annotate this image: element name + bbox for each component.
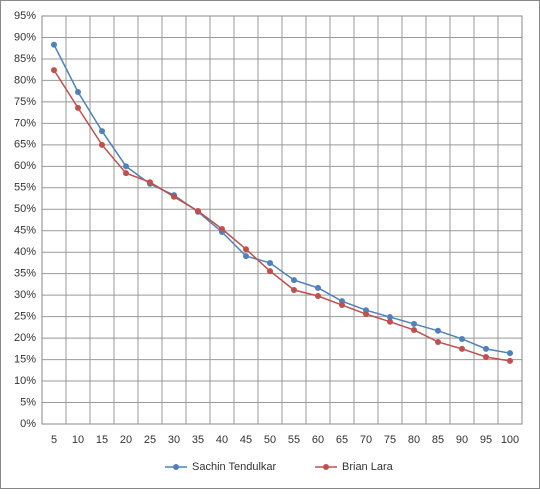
- point: [195, 207, 201, 214]
- x-tick-label: 15: [96, 434, 108, 446]
- point: [99, 141, 105, 148]
- point: [411, 320, 417, 327]
- point: [459, 345, 465, 352]
- x-tick-label: 45: [240, 434, 252, 446]
- point: [315, 293, 321, 300]
- point: [411, 326, 417, 333]
- x-tick-label: 60: [312, 434, 324, 446]
- point: [387, 314, 393, 321]
- point: [459, 335, 465, 342]
- point: [147, 179, 153, 186]
- y-tick-label: 80%: [14, 74, 36, 86]
- point: [99, 128, 105, 135]
- y-tick-label: 35%: [14, 268, 36, 280]
- point: [339, 302, 345, 309]
- x-tick-label: 100: [501, 434, 519, 446]
- y-tick-label: 50%: [14, 203, 36, 215]
- point: [435, 338, 441, 345]
- x-tick-label: 5: [51, 434, 57, 446]
- point: [75, 104, 81, 111]
- point: [123, 163, 129, 170]
- y-tick-label: 10%: [14, 375, 36, 387]
- x-tick-label: 50: [264, 434, 276, 446]
- series-line: [53, 69, 511, 362]
- x-tick-label: 20: [120, 434, 132, 446]
- point: [315, 284, 321, 291]
- point: [75, 89, 81, 96]
- x-tick-label: 85: [432, 434, 444, 446]
- x-tick-label: 10: [72, 434, 84, 446]
- y-tick-label: 60%: [14, 160, 36, 172]
- y-tick-label: 25%: [14, 311, 36, 323]
- point: [483, 354, 489, 361]
- y-tick-label: 20%: [14, 332, 36, 344]
- point: [243, 253, 249, 260]
- point: [363, 311, 369, 318]
- x-tick-label: 35: [192, 434, 204, 446]
- x-tick-label: 25: [144, 434, 156, 446]
- y-tick-label: 0%: [20, 418, 36, 430]
- point: [51, 67, 57, 74]
- x-tick-label: 55: [288, 434, 300, 446]
- point: [387, 318, 393, 325]
- point: [291, 287, 297, 294]
- point: [483, 345, 489, 352]
- point: [171, 193, 177, 200]
- point: [267, 268, 273, 275]
- x-tick-label: 70: [360, 434, 372, 446]
- x-tick-label: 95: [480, 434, 492, 446]
- y-tick-label: 45%: [14, 225, 36, 237]
- x-tick-label: 75: [384, 434, 396, 446]
- legend-label: Sachin Tendulkar: [192, 461, 277, 473]
- y-tick-label: 65%: [14, 139, 36, 151]
- x-tick-label: 80: [408, 434, 420, 446]
- legend-marker: [323, 464, 329, 470]
- plot-area: [41, 15, 523, 425]
- point: [243, 246, 249, 253]
- point: [267, 259, 273, 266]
- legend-marker: [173, 464, 179, 470]
- y-tick-label: 90%: [14, 31, 36, 43]
- point: [435, 327, 441, 334]
- y-tick-label: 5%: [20, 396, 36, 408]
- x-tick-label: 90: [456, 434, 468, 446]
- legend-label: Brian Lara: [342, 461, 394, 473]
- y-tick-label: 15%: [14, 353, 36, 365]
- point: [123, 170, 129, 177]
- series-line: [53, 44, 511, 354]
- y-tick-label: 95%: [14, 10, 36, 22]
- point: [507, 357, 513, 364]
- y-tick-label: 30%: [14, 289, 36, 301]
- point: [291, 277, 297, 284]
- point: [507, 350, 513, 357]
- point: [219, 226, 225, 233]
- y-tick-label: 70%: [14, 117, 36, 129]
- x-tick-label: 30: [168, 434, 180, 446]
- y-tick-label: 85%: [14, 53, 36, 65]
- y-tick-label: 40%: [14, 246, 36, 258]
- x-tick-label: 40: [216, 434, 228, 446]
- point: [51, 41, 57, 48]
- x-tick-label: 65: [336, 434, 348, 446]
- y-tick-label: 55%: [14, 182, 36, 194]
- y-tick-label: 75%: [14, 96, 36, 108]
